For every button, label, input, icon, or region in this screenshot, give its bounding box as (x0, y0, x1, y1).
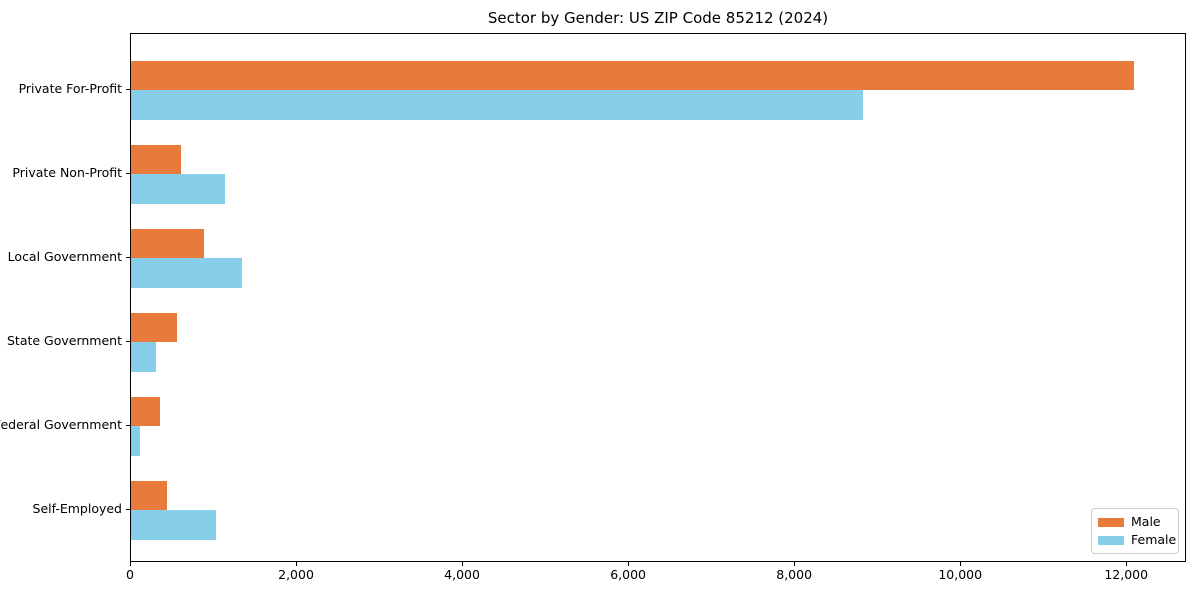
x-tick-mark (960, 562, 962, 566)
bar (131, 144, 181, 174)
x-tick-mark (1126, 562, 1128, 566)
bar (131, 174, 225, 204)
chart-title: Sector by Gender: US ZIP Code 85212 (202… (487, 9, 829, 27)
y-tick-mark (126, 89, 130, 90)
bar (131, 480, 167, 510)
x-tick-mark (130, 562, 131, 566)
y-tick-mark (126, 173, 130, 174)
legend: Male Female (1091, 508, 1179, 554)
x-tick-label: 12,000 (1104, 567, 1149, 582)
legend-label-male: Male (1131, 514, 1161, 529)
bar (131, 258, 243, 288)
x-tick-mark (462, 562, 464, 566)
y-tick-mark (126, 341, 130, 342)
bar (131, 228, 205, 258)
legend-swatch-female-icon (1098, 535, 1124, 545)
y-tick-label: State Government (6, 333, 122, 348)
x-tick-label: 0 (126, 567, 134, 582)
y-tick-label: Federal Government (0, 417, 122, 432)
legend-item-female: Female (1098, 533, 1176, 547)
bar (131, 90, 863, 120)
x-tick-mark (628, 562, 630, 566)
x-tick-label: 8,000 (776, 567, 813, 582)
x-tick-mark (296, 562, 298, 566)
bar (131, 426, 141, 456)
y-tick-label: Private Non-Profit (12, 165, 122, 180)
y-tick-mark (126, 509, 130, 510)
bar (131, 60, 1134, 90)
legend-item-male: Male (1098, 515, 1172, 529)
x-tick-label: 10,000 (938, 567, 983, 582)
legend-label-female: Female (1131, 532, 1177, 547)
x-tick-label: 2,000 (278, 567, 314, 582)
y-tick-label: Local Government (7, 249, 122, 264)
bar (131, 312, 177, 342)
y-tick-mark (126, 425, 130, 426)
bar (131, 510, 217, 540)
bar (131, 342, 156, 372)
y-tick-label: Private For-Profit (18, 81, 122, 96)
legend-swatch-male-icon (1098, 517, 1124, 527)
x-tick-label: 4,000 (444, 567, 480, 582)
bar (131, 396, 160, 426)
y-tick-label: Self-Employed (32, 501, 122, 516)
y-tick-mark (126, 257, 130, 258)
plot-area (130, 33, 1186, 562)
x-tick-mark (794, 562, 796, 566)
x-tick-label: 6,000 (610, 567, 647, 582)
